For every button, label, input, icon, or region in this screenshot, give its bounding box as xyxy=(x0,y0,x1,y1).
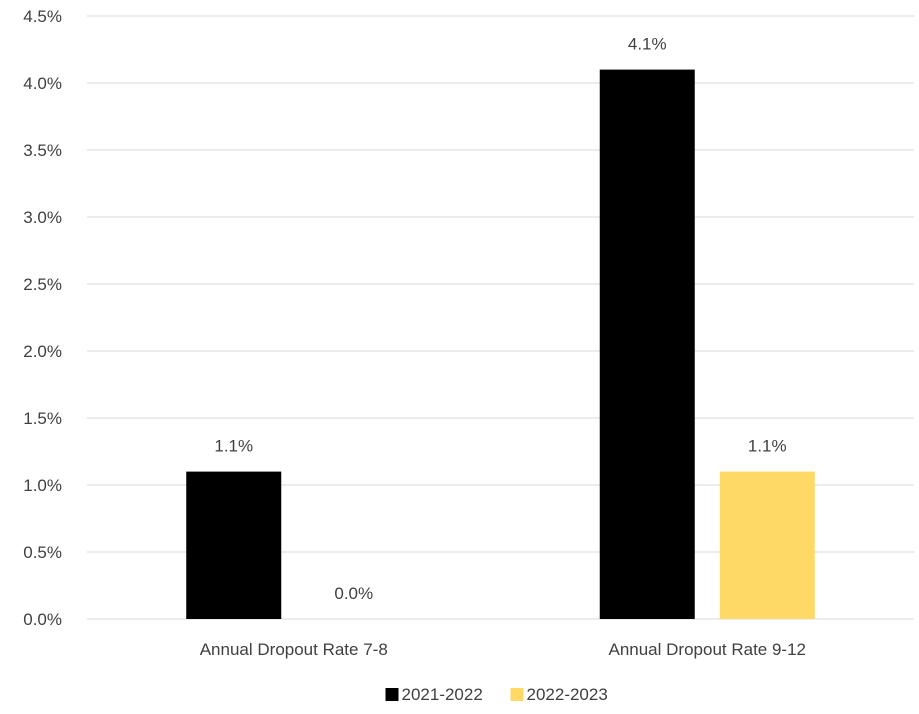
legend-swatch xyxy=(385,688,399,701)
y-tick-label: 1.0% xyxy=(23,476,62,495)
data-label: 4.1% xyxy=(628,35,667,54)
data-label: 0.0% xyxy=(334,584,373,603)
y-tick-label: 3.0% xyxy=(23,208,62,227)
y-tick-label: 2.0% xyxy=(23,342,62,361)
legend-label: 2021-2022 xyxy=(402,685,483,704)
x-category-label: Annual Dropout Rate 7-8 xyxy=(200,640,388,659)
legend-label: 2022-2023 xyxy=(527,685,608,704)
y-tick-label: 3.5% xyxy=(23,141,62,160)
y-tick-label: 2.5% xyxy=(23,275,62,294)
bar-series-1-cat-1 xyxy=(186,471,282,619)
bar-series-1-cat-2 xyxy=(599,69,695,620)
data-label: 1.1% xyxy=(214,437,253,456)
y-tick-label: 1.5% xyxy=(23,409,62,428)
data-labels: 1.1% 0.0% 4.1% 1.1% xyxy=(214,35,786,603)
data-label: 1.1% xyxy=(748,437,787,456)
y-tick-label: 0.5% xyxy=(23,543,62,562)
legend-item: 2022-2023 xyxy=(510,685,608,704)
legend: 2021-2022 2022-2023 xyxy=(385,685,608,704)
y-tick-label: 4.5% xyxy=(23,7,62,26)
x-category-label: Annual Dropout Rate 9-12 xyxy=(608,640,806,659)
x-axis-categories: Annual Dropout Rate 7-8 Annual Dropout Ra… xyxy=(200,640,806,659)
legend-item: 2021-2022 xyxy=(385,685,483,704)
bars xyxy=(186,69,815,620)
legend-swatch xyxy=(510,688,524,701)
y-tick-label: 0.0% xyxy=(23,610,62,629)
bar-series-2-cat-2 xyxy=(719,471,815,619)
y-axis-ticks: 0.0% 0.5% 1.0% 1.5% 2.0% 2.5% 3.0% 3.5% 4.0% 4.5% xyxy=(23,7,62,629)
y-tick-label: 4.0% xyxy=(23,74,62,93)
